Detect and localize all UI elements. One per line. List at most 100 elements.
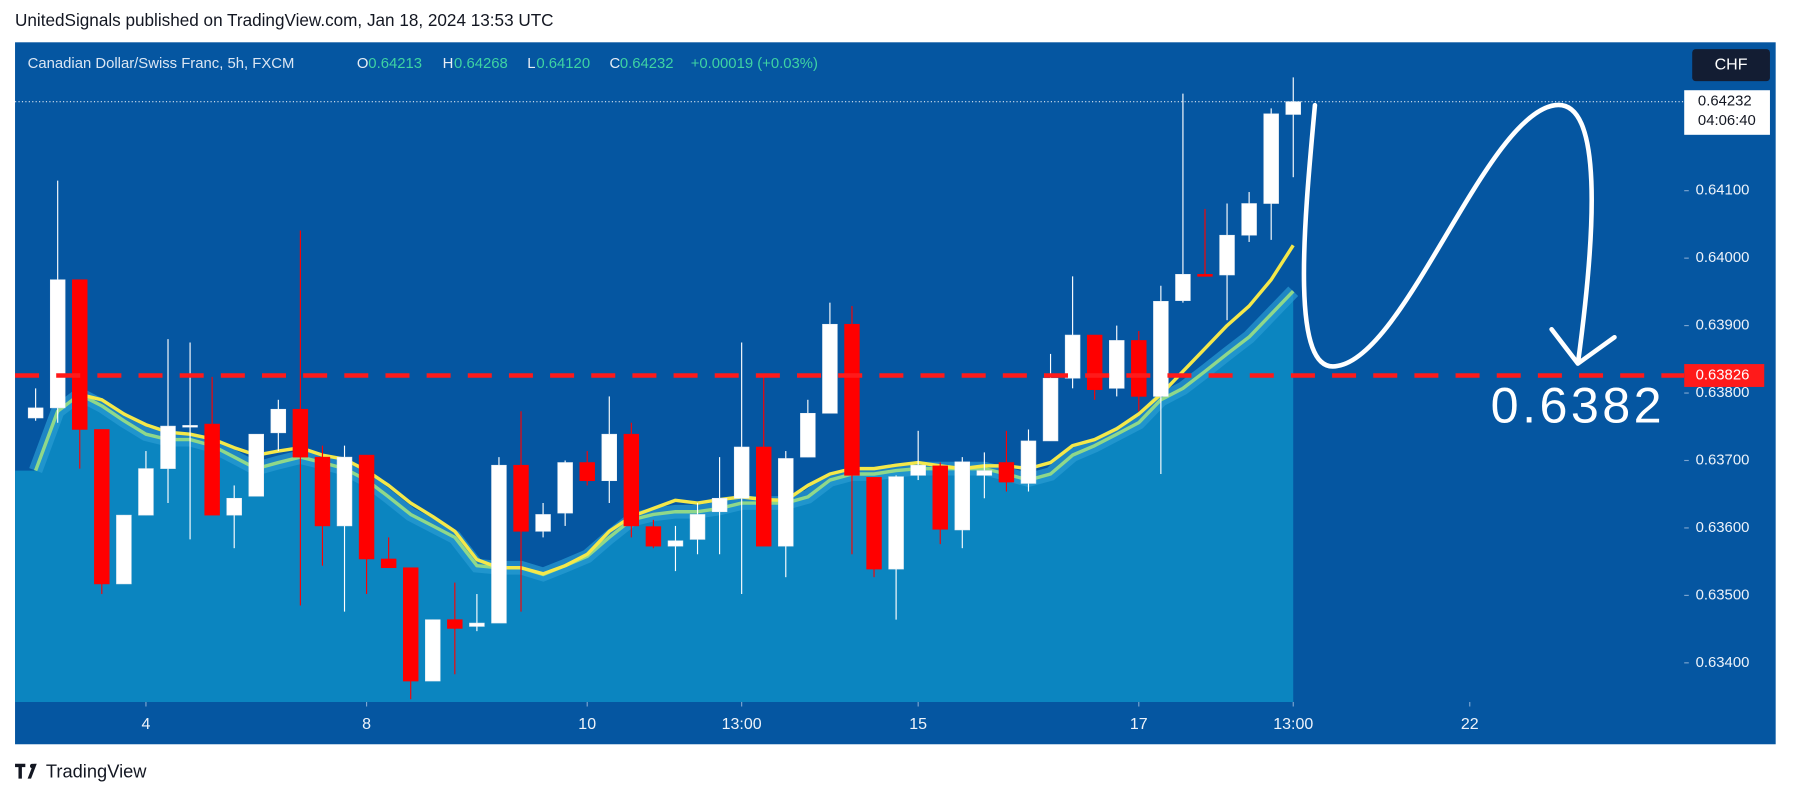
- candle-body: [447, 619, 463, 629]
- candle-body: [380, 558, 397, 569]
- candle-body: [358, 454, 375, 560]
- candle-body: [116, 514, 132, 585]
- c-label: C: [610, 56, 621, 72]
- y-tick-label: 0.63600: [1696, 520, 1750, 536]
- change: +0.00019 (+0.03%): [691, 56, 818, 72]
- candle-body: [336, 456, 353, 527]
- candle-body: [667, 540, 684, 547]
- candle-body: [910, 464, 926, 476]
- candle-body: [689, 514, 706, 540]
- drawn-arrow: [1301, 102, 1617, 369]
- candle-body: [932, 465, 948, 530]
- candle-body: [425, 619, 441, 682]
- y-tick-label: 0.63500: [1696, 587, 1750, 603]
- candle-body: [94, 429, 110, 585]
- candle-body: [888, 476, 904, 570]
- brand-name: TradingView: [46, 761, 147, 782]
- level-label: 0.63826: [1696, 367, 1750, 383]
- candle-body: [822, 323, 838, 414]
- candle-body: [1064, 334, 1081, 379]
- ma-area: [15, 291, 1294, 702]
- last-price-label: 0.64232: [1698, 94, 1752, 110]
- y-tick-label: 0.64000: [1696, 250, 1750, 266]
- h-value: 0.64268: [454, 56, 508, 72]
- l-value: 0.64120: [536, 56, 590, 72]
- x-tick-label: 15: [909, 716, 927, 733]
- last-price-box: [1684, 90, 1770, 135]
- candle-body: [1020, 440, 1037, 484]
- ma-line: [79, 244, 1295, 576]
- candle-body: [160, 425, 176, 469]
- y-tick-label: 0.63900: [1696, 318, 1750, 334]
- l-label: L: [527, 56, 535, 72]
- candle-body: [1219, 234, 1235, 276]
- candle-body: [1042, 377, 1059, 442]
- y-tick-label: 0.64100: [1696, 183, 1750, 199]
- candle-body: [1153, 301, 1169, 397]
- currency[interactable]: CHF: [1715, 56, 1748, 73]
- candle-body: [182, 425, 198, 428]
- currency-box[interactable]: [1692, 49, 1770, 82]
- publisher: UnitedSignals published on TradingView.c…: [15, 10, 554, 30]
- candle-body: [226, 497, 242, 516]
- candle-body: [49, 279, 66, 409]
- h-label: H: [443, 56, 454, 72]
- x-tick-label: 17: [1130, 716, 1148, 733]
- y-tick-label: 0.63700: [1696, 452, 1750, 468]
- candle-body: [601, 433, 617, 482]
- candle-body: [204, 423, 220, 516]
- annotation: 0.6382: [1491, 377, 1665, 434]
- candle-body: [1263, 113, 1279, 204]
- brand-logo: [15, 763, 37, 779]
- x-tick-label: 13:00: [722, 716, 762, 733]
- candle-body: [711, 497, 728, 513]
- candle-body: [535, 514, 551, 532]
- candle-body: [1086, 334, 1103, 390]
- x-tick-label: 22: [1461, 716, 1479, 733]
- brand: TradingView: [15, 761, 147, 782]
- candle-body: [623, 433, 640, 527]
- candle-body: [72, 279, 88, 430]
- legend-ohlc: O0.64213 H0.64268 L0.64120 C0.64232 +0.0…: [357, 56, 818, 72]
- ma-line: [34, 290, 1295, 577]
- candle-body: [866, 477, 882, 570]
- candle-body: [778, 458, 794, 547]
- x-tick-label: 13:00: [1273, 716, 1313, 733]
- candle-body: [800, 412, 816, 458]
- candle-body: [579, 462, 595, 482]
- o-label: O: [357, 56, 369, 72]
- candle-body: [756, 446, 772, 547]
- candle-body: [1285, 101, 1301, 115]
- candle-body: [469, 622, 485, 627]
- candle-body: [402, 567, 419, 682]
- candle-body: [557, 462, 573, 514]
- candle-body: [1197, 274, 1213, 277]
- candle-body: [248, 433, 264, 497]
- candle-body: [314, 456, 331, 527]
- candle-body: [27, 407, 44, 419]
- countdown: 04:06:40: [1698, 113, 1756, 129]
- candle-body: [976, 470, 993, 476]
- x-tick-label: 8: [362, 716, 371, 733]
- candle-body: [270, 408, 287, 434]
- x-tick-label: 10: [578, 716, 596, 733]
- candle-body: [998, 462, 1015, 483]
- candle-body: [292, 408, 309, 458]
- candle-body: [513, 464, 529, 532]
- candle-body: [1109, 340, 1125, 389]
- candle-body: [138, 468, 154, 516]
- plot: [15, 77, 1685, 702]
- candle-body: [844, 323, 860, 476]
- candle-body: [491, 464, 507, 624]
- candle-body: [1175, 274, 1191, 301]
- o-value: 0.64213: [368, 56, 422, 72]
- c-value: 0.64232: [620, 56, 674, 72]
- legend-symbol: Canadian Dollar/Swiss Franc, 5h, FXCM: [28, 56, 295, 72]
- y-tick-label: 0.63800: [1696, 385, 1750, 401]
- y-tick-label: 0.63400: [1696, 655, 1750, 671]
- level-box: [1684, 364, 1765, 387]
- candle-body: [954, 461, 971, 531]
- candle-body: [733, 446, 750, 499]
